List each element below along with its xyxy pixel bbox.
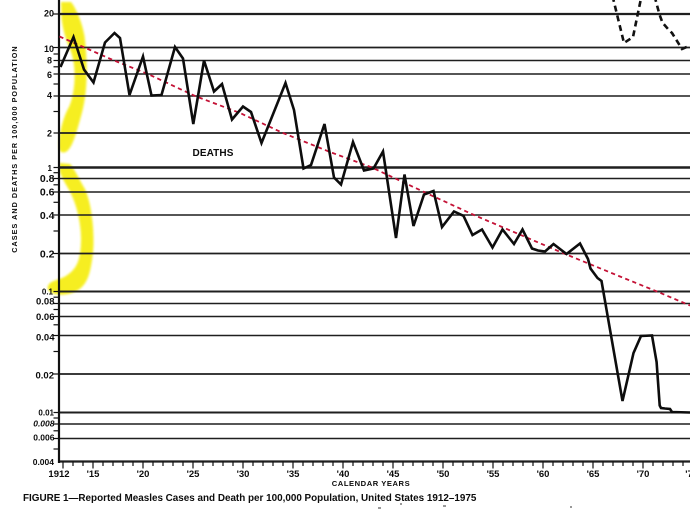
svg-text:0.01: 0.01 — [38, 409, 54, 418]
svg-text:0.2: 0.2 — [40, 249, 55, 261]
svg-text:'50: '50 — [437, 469, 450, 480]
svg-text:0.02: 0.02 — [36, 371, 55, 382]
svg-text:0.4: 0.4 — [40, 210, 55, 222]
svg-text:0.008: 0.008 — [33, 419, 55, 429]
svg-text:0.006: 0.006 — [33, 433, 55, 443]
svg-text:'70: '70 — [637, 469, 650, 480]
svg-text:DEATHS: DEATHS — [193, 148, 234, 159]
svg-text:10: 10 — [44, 44, 54, 54]
svg-text:'20: '20 — [137, 469, 150, 480]
svg-text:0.1: 0.1 — [42, 288, 54, 297]
svg-text:FIGURE 1—Reported Measles Case: FIGURE 1—Reported Measles Cases and Deat… — [23, 493, 477, 504]
svg-text:1: 1 — [48, 164, 53, 173]
svg-text:'60: '60 — [537, 469, 550, 480]
svg-text:'40: '40 — [337, 469, 350, 480]
svg-text:1912: 1912 — [48, 469, 69, 480]
svg-text:CASES AND DEATHS PER 100,000 P: CASES AND DEATHS PER 100,000 POPULATION — [10, 45, 19, 252]
svg-text:'15: '15 — [87, 469, 101, 480]
svg-text:0.04: 0.04 — [36, 333, 55, 344]
svg-text:6: 6 — [47, 70, 52, 80]
svg-text:'45: '45 — [387, 469, 401, 480]
svg-text:'55: '55 — [487, 469, 501, 480]
svg-text:0.06: 0.06 — [36, 312, 55, 323]
svg-text:'35: '35 — [287, 469, 301, 480]
svg-text:'25: '25 — [187, 469, 201, 480]
svg-text:2: 2 — [47, 129, 52, 139]
svg-text:0.004: 0.004 — [33, 457, 55, 467]
svg-text:0.8: 0.8 — [40, 173, 55, 185]
svg-text:'30: '30 — [237, 469, 250, 480]
svg-text:20: 20 — [44, 9, 54, 19]
svg-text:8: 8 — [47, 56, 52, 66]
svg-text:'7: '7 — [685, 469, 690, 480]
svg-text:'65: '65 — [587, 469, 601, 480]
svg-text:0.6: 0.6 — [40, 187, 55, 199]
svg-text:CALENDAR YEARS: CALENDAR YEARS — [332, 479, 410, 488]
svg-text:4: 4 — [47, 91, 52, 101]
svg-text:0.08: 0.08 — [36, 297, 55, 308]
